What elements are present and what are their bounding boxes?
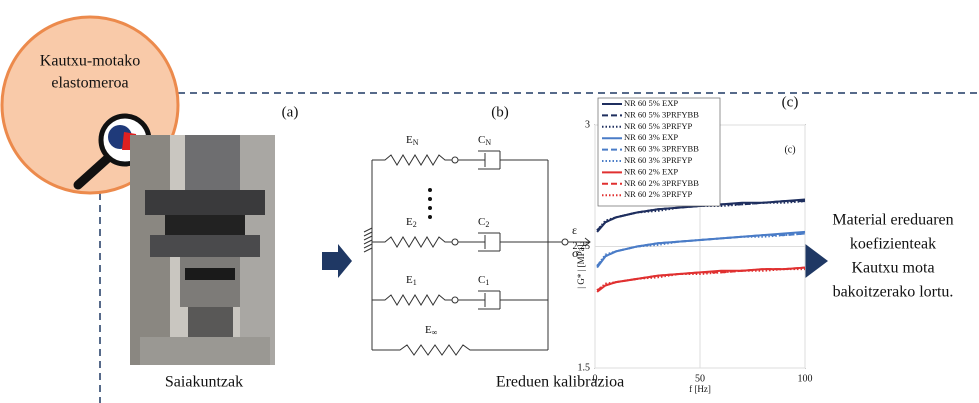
spring: [372, 237, 452, 247]
node: [452, 157, 458, 163]
element-label: C1: [478, 274, 489, 287]
label-sub: N: [485, 138, 491, 147]
label-sub: 2: [485, 220, 489, 229]
x-axis-label: f [Hz]: [689, 384, 711, 394]
element-label: E1: [406, 274, 417, 287]
result-line: bakoitzerako lortu.: [833, 284, 954, 301]
legend-label: NR 60 5% 3PRFYBB: [624, 109, 699, 119]
panel-caption: Ereduen kalibrazioa: [496, 374, 624, 391]
circle-text: elastomeroa: [51, 75, 128, 92]
wall-hatch: [364, 232, 372, 236]
label-sub: 1: [413, 278, 417, 287]
test-photo: [130, 135, 275, 365]
legend-label: NR 60 3% 3PRFYBB: [624, 144, 699, 154]
result-line: Material ereduaren: [832, 212, 953, 229]
spring: [372, 295, 452, 305]
label-main: C: [478, 216, 485, 228]
legend-label: NR 60 3% 3PRFYP: [624, 155, 693, 165]
legend-label: NR 60 5% EXP: [624, 98, 678, 108]
x-tick-label: 50: [695, 373, 705, 384]
node: [452, 239, 458, 245]
legend-label: NR 60 2% EXP: [624, 166, 678, 176]
label-sub: ∞: [432, 328, 438, 337]
wall-hatch: [364, 248, 372, 252]
circle-text: Kautxu-motako: [40, 53, 140, 70]
panel-tag: (b): [491, 104, 509, 120]
node: [452, 297, 458, 303]
label-sub: 2: [413, 220, 417, 229]
legend-label: NR 60 2% 3PRFYP: [624, 189, 693, 199]
wall-hatch: [364, 240, 372, 244]
x-tick-label: 0: [593, 373, 598, 384]
arrow: [322, 244, 352, 278]
legend-label: NR 60 3% EXP: [624, 132, 678, 142]
element-label: E2: [406, 216, 417, 229]
strain-label: ε: [572, 223, 577, 237]
figure: Kautxu-motako elastomeroa (a) Saiakuntza…: [0, 0, 979, 403]
ellipsis-dot: [428, 215, 432, 219]
label-main: C: [478, 134, 485, 146]
y-tick-label: 3: [585, 119, 590, 130]
label-sub: 1: [485, 278, 489, 287]
dashpot: [458, 291, 548, 309]
label-sub: N: [413, 138, 419, 147]
element-label: E∞: [425, 324, 438, 337]
dashpot: [458, 233, 548, 251]
wall-hatch: [364, 228, 372, 232]
wall-hatch: [364, 244, 372, 248]
x-tick-label: 100: [798, 373, 813, 384]
panel-tag: (c): [782, 94, 799, 110]
spring: [372, 345, 548, 355]
wall-hatch: [364, 236, 372, 240]
element-label: C2: [478, 216, 489, 229]
result-line: koefizienteak: [850, 236, 936, 253]
spring: [372, 155, 452, 165]
ellipsis-dot: [428, 206, 432, 210]
legend-label: NR 60 5% 3PRFYP: [624, 121, 693, 131]
element-label: EN: [406, 134, 419, 147]
y-axis-label: | G* | [MPa]: [576, 244, 586, 288]
inner-tag: (c): [784, 144, 795, 155]
result-line: Kautxu mota: [851, 260, 934, 277]
dashpot: [458, 151, 548, 169]
node: [562, 239, 568, 245]
element-label: CN: [478, 134, 491, 147]
ellipsis-dot: [428, 197, 432, 201]
legend-label: NR 60 2% 3PRFYBB: [624, 178, 699, 188]
y-tick-label: 1.5: [578, 362, 591, 373]
panel-tag: (a): [282, 104, 299, 120]
label-main: C: [478, 274, 485, 286]
ellipsis-dot: [428, 188, 432, 192]
result-text: Material ereduaren koefizienteak Kautxu mo…: [832, 212, 953, 301]
panel-caption: Saiakuntzak: [165, 374, 243, 391]
